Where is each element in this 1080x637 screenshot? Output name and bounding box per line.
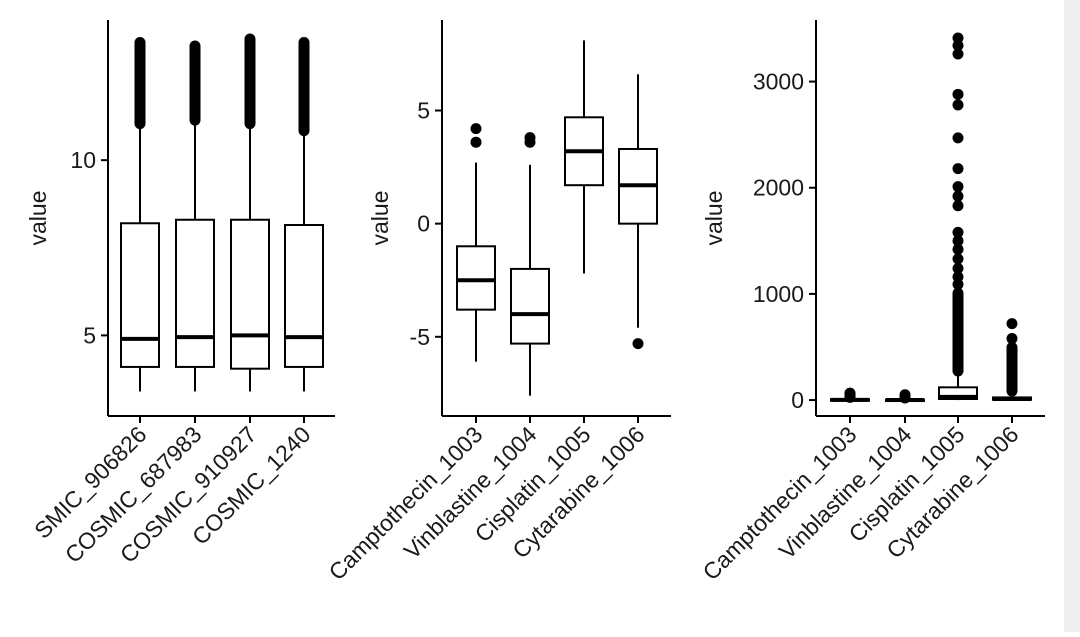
y-tick-label: -5	[410, 324, 430, 350]
y-tick-label: 1000	[753, 281, 804, 307]
outlier-point	[952, 48, 964, 60]
panel-3: 0100020003000valueCamptothecin_1003Vinbl…	[698, 20, 1045, 585]
outlier-point	[952, 243, 964, 255]
outlier-point	[952, 181, 964, 193]
boxplot-figure: 510valueCOSMIC_906826COSMIC_687983COSMIC…	[5, 20, 1045, 585]
outlier-cluster	[244, 33, 256, 130]
y-tick-label: 2000	[753, 175, 804, 201]
iqr-box	[230, 218, 270, 370]
outlier-point	[524, 132, 536, 144]
outlier-point	[632, 338, 644, 350]
outlier-point	[952, 200, 964, 212]
iqr-box	[456, 245, 496, 311]
iqr-box	[938, 386, 978, 401]
outlier-point	[1006, 318, 1018, 330]
outlier-cluster	[189, 40, 201, 126]
iqr-box	[120, 222, 160, 368]
y-tick-label: 5	[417, 98, 430, 124]
y-axis-title: value	[701, 191, 727, 246]
outlier-point	[952, 262, 964, 274]
outlier-point	[899, 389, 911, 401]
y-tick-label: 0	[791, 387, 804, 413]
outlier-point	[952, 226, 964, 238]
outlier-point	[470, 123, 482, 135]
y-tick-label: 3000	[753, 69, 804, 95]
iqr-box	[510, 267, 550, 345]
iqr-box	[284, 224, 324, 368]
outlier-cluster	[952, 287, 964, 377]
y-axis-title: value	[25, 191, 51, 246]
panel-1: 510valueCOSMIC_906826COSMIC_687983COSMIC…	[5, 20, 335, 568]
window-edge-strip	[1064, 0, 1080, 632]
y-tick-label: 10	[70, 147, 96, 173]
outlier-point	[844, 387, 856, 399]
outlier-cluster	[298, 37, 310, 137]
outlier-point	[952, 32, 964, 44]
outlier-point	[952, 190, 964, 202]
outlier-cluster	[1006, 341, 1018, 397]
y-axis-title: value	[367, 191, 393, 246]
panel-2: -505valueCamptothecin_1003Vinblastine_10…	[324, 20, 671, 585]
outlier-point	[952, 253, 964, 265]
outlier-point	[952, 235, 964, 247]
outlier-point	[952, 271, 964, 283]
outlier-point	[1006, 332, 1018, 344]
box-1: Camptothecin_1003	[324, 123, 496, 585]
outlier-point	[952, 99, 964, 111]
y-tick-label: 5	[83, 322, 96, 348]
iqr-box	[175, 218, 215, 368]
y-tick-label: 0	[417, 211, 430, 237]
outlier-point	[470, 136, 482, 148]
outlier-point	[952, 88, 964, 100]
outlier-cluster	[134, 37, 146, 130]
outlier-point	[952, 132, 964, 144]
outlier-point	[952, 163, 964, 175]
